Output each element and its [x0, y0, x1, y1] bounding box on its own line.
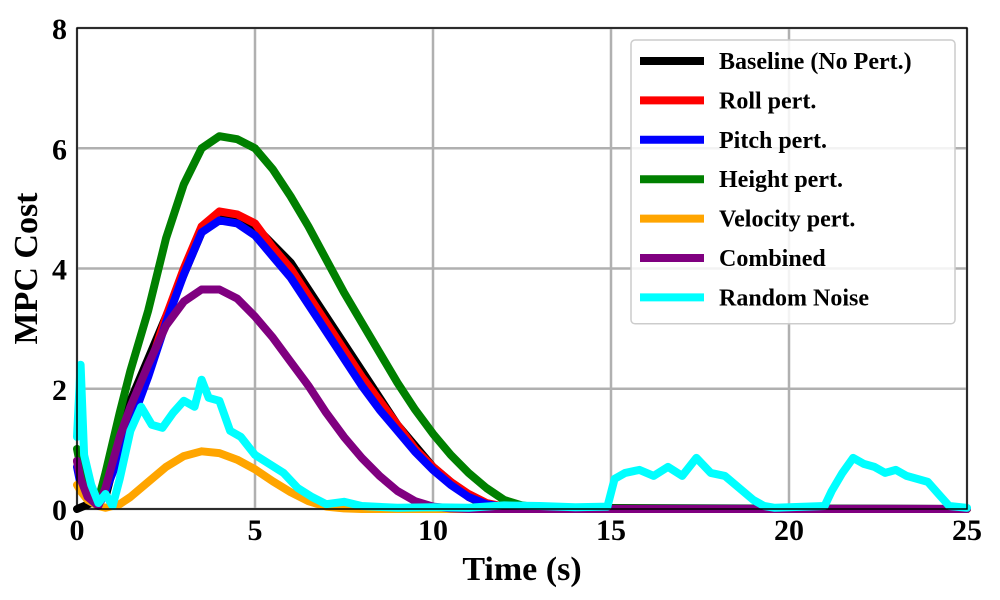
series-layer: [73, 132, 971, 513]
series-line: [73, 360, 971, 512]
series-line: [73, 285, 971, 513]
legend-label: Random Noise: [719, 285, 869, 311]
legend: Baseline (No Pert.) Roll pert. Pitch pert.…: [630, 39, 956, 325]
x-axis-label: Time (s): [462, 551, 581, 588]
y-tick-label: 4: [52, 254, 67, 287]
y-tick-label: 2: [52, 374, 67, 407]
y-tick-label: 8: [52, 13, 67, 46]
legend-label: Height pert.: [719, 167, 843, 193]
legend-label: Baseline (No Pert.): [719, 49, 912, 75]
x-tick-label: 15: [596, 514, 626, 547]
y-axis-label: MPC Cost: [8, 192, 45, 345]
x-tick-label: 10: [418, 514, 448, 547]
y-tick-label: 6: [52, 133, 67, 166]
x-tick-label: 0: [70, 514, 85, 547]
plot-frame: [76, 27, 968, 510]
y-tick-label: 0: [52, 494, 67, 527]
legend-label: Velocity pert.: [719, 207, 855, 233]
x-tick-label: 5: [248, 514, 263, 547]
legend-label: Roll pert.: [719, 88, 816, 114]
legend-label: Combined: [719, 246, 826, 272]
series-line: [73, 132, 971, 513]
legend-label: Pitch pert.: [719, 128, 827, 154]
tick-labels: 0 5 10 15 20 25 0 2 4 6 8: [52, 13, 982, 547]
series-line: [73, 216, 971, 513]
legend-box: [630, 39, 956, 325]
x-tick-label: 25: [952, 514, 982, 547]
x-tick-label: 20: [774, 514, 804, 547]
